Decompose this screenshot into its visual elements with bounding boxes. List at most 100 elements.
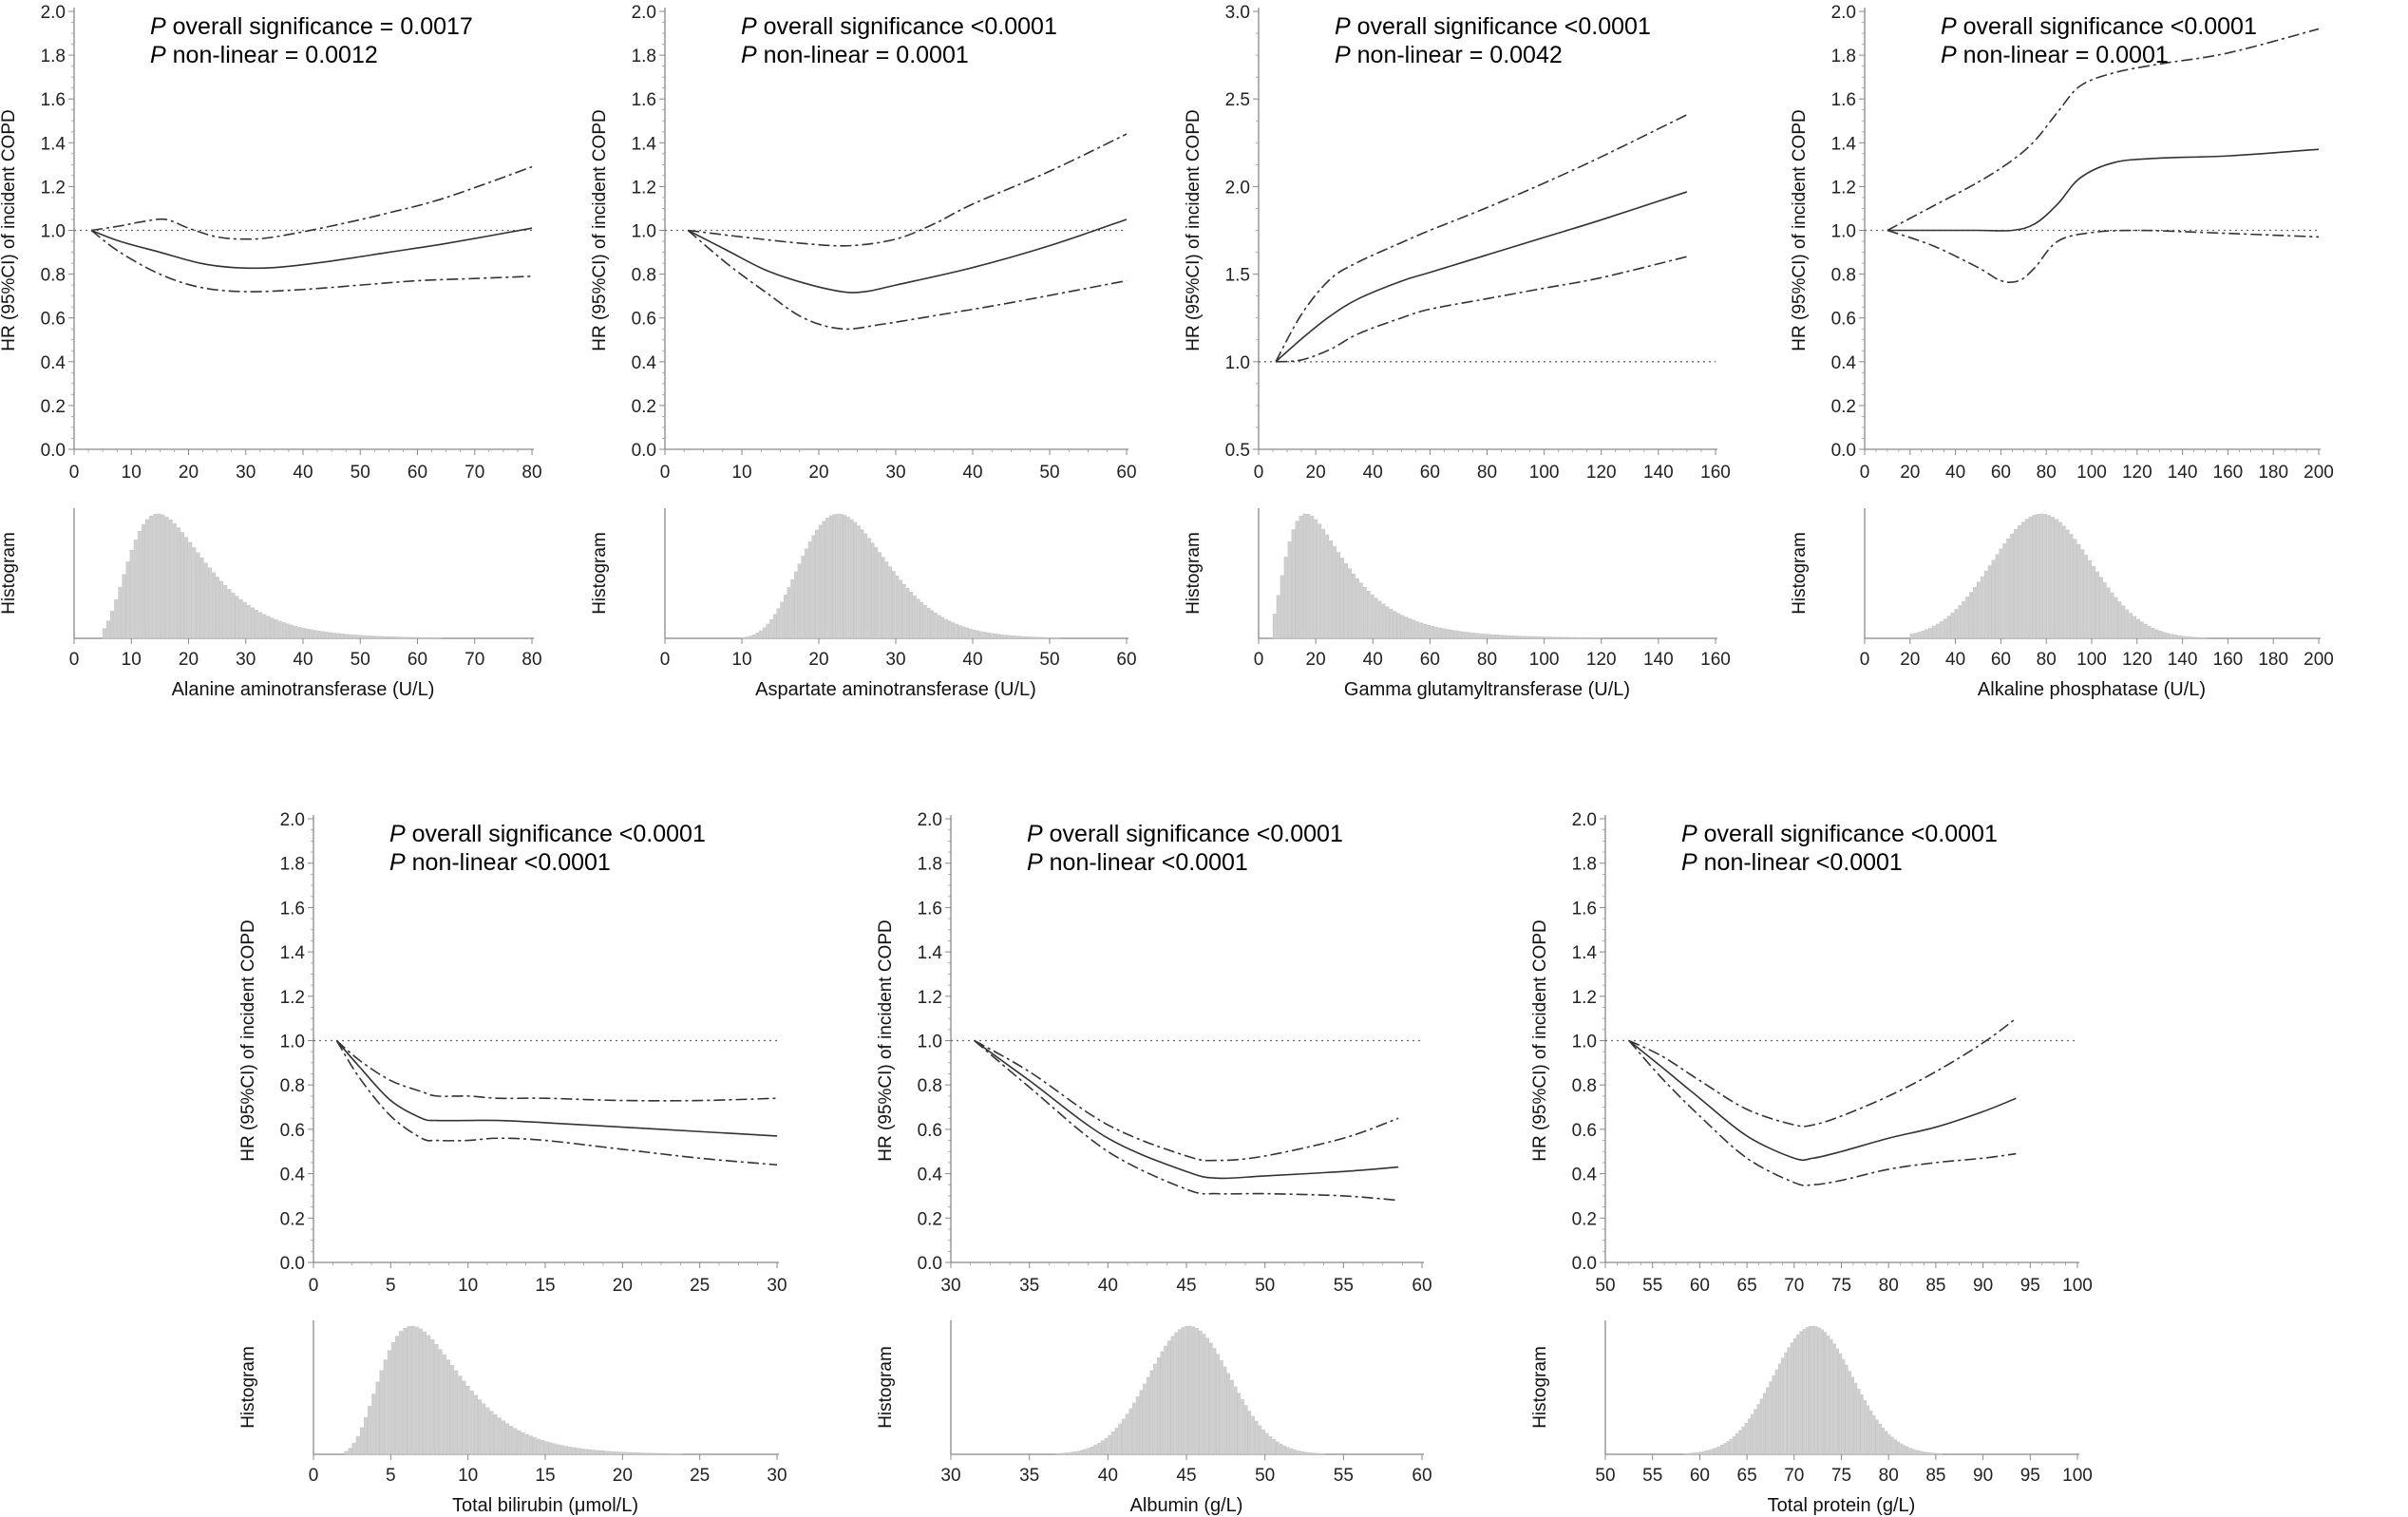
hist-x-tick-label: 50 [1039,650,1059,670]
hist-bar [235,596,239,639]
hist-bar [2114,597,2118,639]
hist-bar [375,1381,380,1455]
y-tick-label: 0.8 [1572,1076,1597,1096]
x-tick-label: 95 [2020,1276,2040,1296]
y-tick-label: 0.2 [1831,397,1856,417]
x-tick-label: 35 [1019,1276,1039,1296]
hist-bar [1243,1405,1248,1455]
hist-bar [1003,635,1008,639]
hist-bar [274,619,278,639]
y-tick-label: 1.4 [918,943,943,963]
y-tick-label: 1.0 [1831,222,1856,242]
hist-bar [1021,635,1025,639]
hist-bar [815,529,819,639]
x-tick-label: 70 [465,463,484,483]
hist-bar [762,627,767,639]
hist-bar [1987,565,1992,639]
hist-bar [1686,1452,1690,1455]
hist-bar [1344,563,1348,639]
hist-x-tick-label: 35 [1019,1466,1039,1486]
x-tick-label: 160 [1700,463,1731,483]
hist-bar [1216,1354,1220,1455]
x-tick-label: 10 [122,463,142,483]
hist-bar [544,1441,549,1455]
hist-bar [1787,1347,1791,1455]
hist-bar [1076,1451,1080,1455]
hist-bar [1385,606,1390,639]
y-tick-label: 0.6 [918,1121,942,1141]
hist-bar [1014,635,1018,639]
hist-bar [422,636,427,639]
hist-x-tick-label: 10 [458,1466,478,1486]
hist-bar [1878,1423,1882,1455]
hist-bar [1329,540,1334,639]
hist-bar [110,611,115,639]
x-tick-label: 20 [1306,463,1326,483]
hist-bar [638,1452,643,1455]
hist-bar [1279,1443,1283,1455]
hist-x-tick-label: 40 [962,650,982,670]
hist-bar [1950,612,1955,639]
hist-bar [1052,637,1056,639]
hist-bar [874,547,879,639]
x-axis-title: Aspartate aminotransferase (U/L) [755,679,1036,700]
hist-x-tick-label: 70 [465,650,484,670]
hist-bar [2106,587,2111,639]
hist-bar [1188,1325,1192,1455]
hist-bar [651,1452,655,1455]
y-tick-label: 0.4 [1572,1166,1598,1185]
hist-bar [1683,1453,1687,1455]
hist-bar [654,1452,659,1455]
hist-x-tick-label: 10 [731,650,751,670]
hist-bar [184,537,189,639]
hist-bar [1754,1409,1757,1455]
x-tick-label: 5 [386,1276,396,1296]
x-tick-label: 100 [1529,463,1560,483]
upper-ci-line [90,165,533,240]
hist-bar [1310,1452,1315,1455]
y-tick-label: 0.6 [280,1121,305,1141]
hist-bar [478,1399,483,1455]
hist-bar [805,548,808,639]
hist-bar [199,558,204,639]
hist-bar [1893,1439,1897,1455]
hist-x-tick-label: 60 [1420,650,1440,670]
hist-bar [368,1405,372,1455]
hist-bar [355,635,360,639]
hist-bar [395,1336,400,1455]
chart-panel-ggt: 0.5 1.0 1.5 2.0 2.5 3.0 0 20 40 60 80 100 120 140 160 H… [1184,3,1731,700]
hist-bar [982,632,987,639]
x-tick-label: 50 [351,463,370,483]
hist-bar [1696,1451,1699,1455]
hist-bar [2036,514,2040,639]
p-overall-text: overall significance <0.0001 [1697,821,1998,847]
hist-bar [313,630,317,639]
y-tick-label: 1.0 [41,222,66,242]
hist-y-label: Histogram [1184,532,1204,615]
hist-bar [344,1451,349,1455]
y-tick-label: 0.0 [632,441,656,461]
hist-bar [176,527,180,639]
p-symbol: P [1941,13,1957,40]
hist-bar [783,595,787,639]
hist-bar [1178,1329,1182,1455]
hist-bar [450,1365,455,1455]
hist-bar [745,636,749,639]
p-overall-text: overall significance <0.0001 [1957,13,2257,40]
hist-x-tick-label: 20 [808,650,828,670]
hist-bar [619,1451,624,1455]
hist-bar [1900,1443,1904,1455]
hist-bar [390,636,395,639]
hist-x-tick-label: 140 [2168,650,2198,670]
hist-bar [1924,1451,1927,1455]
hist-bar [1850,1376,1854,1455]
hist-bar [1108,1434,1111,1455]
hist-x-tick-label: 60 [1116,650,1136,670]
hist-bar [1352,573,1356,639]
hist-bar [839,514,844,639]
hist-bar [1066,1452,1070,1455]
hist-bar [340,634,345,639]
p-overall-annotation: P overall significance <0.0001 [1027,821,1343,847]
hist-bar [2061,525,2066,639]
histogram: 0 10 20 30 40 50 60 Histogram Aspartate aminotra… [590,508,1137,700]
